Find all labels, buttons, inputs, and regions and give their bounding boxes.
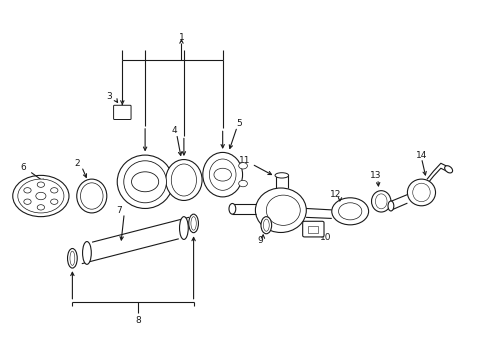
Circle shape bbox=[24, 199, 31, 204]
Circle shape bbox=[338, 203, 361, 220]
FancyBboxPatch shape bbox=[308, 226, 318, 233]
Ellipse shape bbox=[371, 191, 390, 212]
Ellipse shape bbox=[263, 219, 269, 231]
Circle shape bbox=[37, 205, 44, 210]
Circle shape bbox=[214, 168, 231, 181]
Ellipse shape bbox=[228, 203, 235, 214]
Text: 13: 13 bbox=[369, 171, 380, 180]
Circle shape bbox=[131, 172, 159, 192]
Text: 9: 9 bbox=[257, 236, 263, 245]
Ellipse shape bbox=[67, 248, 77, 268]
Circle shape bbox=[18, 179, 64, 213]
Circle shape bbox=[50, 199, 58, 204]
Ellipse shape bbox=[387, 201, 393, 211]
Text: 5: 5 bbox=[236, 119, 242, 128]
Ellipse shape bbox=[171, 164, 196, 196]
Text: 12: 12 bbox=[329, 190, 341, 199]
Text: 11: 11 bbox=[238, 156, 250, 165]
Text: 2: 2 bbox=[74, 159, 80, 168]
Circle shape bbox=[37, 182, 44, 187]
Text: 10: 10 bbox=[320, 233, 331, 242]
Ellipse shape bbox=[190, 217, 196, 230]
Text: 3: 3 bbox=[106, 92, 111, 101]
Ellipse shape bbox=[255, 188, 305, 233]
Ellipse shape bbox=[261, 217, 271, 234]
Ellipse shape bbox=[81, 183, 103, 209]
Ellipse shape bbox=[117, 155, 173, 208]
FancyBboxPatch shape bbox=[302, 221, 324, 237]
Circle shape bbox=[50, 188, 58, 193]
Ellipse shape bbox=[209, 159, 236, 190]
Text: 14: 14 bbox=[415, 150, 427, 159]
Text: 7: 7 bbox=[116, 206, 122, 215]
Text: 8: 8 bbox=[135, 316, 141, 325]
Circle shape bbox=[13, 175, 69, 217]
Circle shape bbox=[331, 198, 368, 225]
Ellipse shape bbox=[375, 194, 386, 209]
Text: 6: 6 bbox=[20, 163, 26, 172]
Ellipse shape bbox=[274, 173, 288, 178]
Ellipse shape bbox=[412, 183, 429, 202]
Ellipse shape bbox=[407, 179, 435, 206]
Ellipse shape bbox=[266, 195, 300, 225]
Ellipse shape bbox=[82, 242, 91, 264]
Ellipse shape bbox=[70, 251, 75, 265]
Ellipse shape bbox=[444, 166, 452, 173]
Circle shape bbox=[24, 188, 31, 193]
Text: 4: 4 bbox=[171, 126, 177, 135]
Text: 1: 1 bbox=[178, 33, 184, 42]
Ellipse shape bbox=[188, 214, 198, 233]
Ellipse shape bbox=[203, 152, 242, 197]
Circle shape bbox=[238, 163, 247, 169]
Ellipse shape bbox=[123, 161, 166, 203]
Circle shape bbox=[36, 192, 46, 200]
Ellipse shape bbox=[165, 159, 202, 201]
Circle shape bbox=[238, 180, 247, 187]
FancyBboxPatch shape bbox=[113, 105, 131, 120]
Ellipse shape bbox=[77, 179, 106, 213]
Ellipse shape bbox=[179, 217, 188, 239]
